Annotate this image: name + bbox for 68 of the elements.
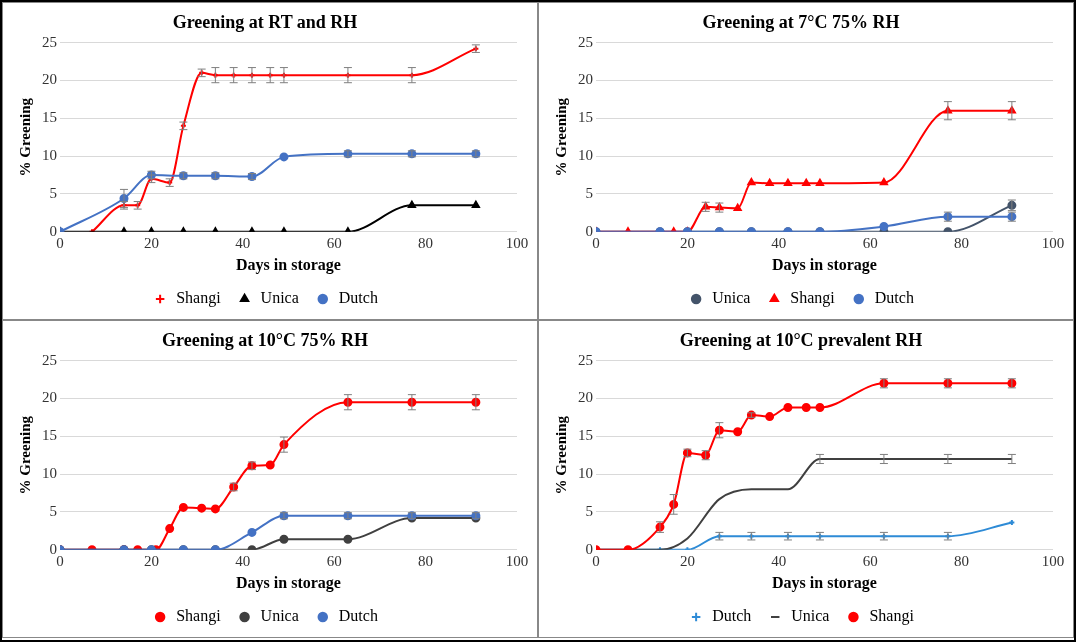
y-axis-title: % Greening (16, 415, 33, 495)
y-tick-label: 20 (42, 389, 57, 406)
x-tick-label: 20 (143, 552, 159, 569)
y-tick-label: 10 (578, 465, 593, 482)
y-tick-label: 10 (42, 147, 57, 164)
y-tick-label: 10 (42, 465, 57, 482)
y-tick-label: 0 (49, 222, 57, 239)
x-tick-label: 60 (326, 552, 342, 569)
x-tick-label: 60 (862, 552, 878, 569)
y-tick-label: 5 (49, 184, 57, 201)
legend-label: Unica (260, 289, 299, 307)
y-tick-label: 25 (578, 33, 593, 50)
y-tick-label: 15 (42, 427, 57, 444)
chart-title: Greening at 10°C prevalent RH (679, 330, 923, 351)
y-tick-label: 20 (42, 71, 57, 88)
legend-label: Shangi (176, 289, 222, 308)
x-tick-label: 60 (862, 234, 878, 251)
x-tick-label: 100 (1041, 552, 1065, 569)
y-tick-label: 0 (49, 540, 57, 557)
legend-label: Shangi (790, 289, 836, 308)
x-axis-title: Days in storage (236, 255, 341, 274)
x-tick-label: 80 (418, 234, 434, 251)
x-tick-label: 20 (679, 552, 695, 569)
legend-label: Unica (712, 289, 751, 307)
x-tick-label: 80 (954, 234, 970, 251)
x-tick-label: 100 (505, 234, 529, 251)
y-tick-label: 20 (578, 389, 593, 406)
y-tick-label: 10 (578, 147, 593, 164)
x-axis-title: Days in storage (772, 573, 877, 592)
legend-label: Unica (260, 607, 299, 625)
y-tick-label: 0 (585, 222, 593, 239)
y-tick-label: 25 (42, 351, 57, 368)
x-tick-label: 20 (679, 234, 695, 251)
x-tick-label: 20 (143, 234, 159, 251)
x-tick-label: 100 (1041, 234, 1065, 251)
legend-label: Dutch (338, 607, 378, 625)
x-tick-label: 60 (326, 234, 342, 251)
chart-title: Greening at RT and RH (172, 12, 358, 33)
legend-label: Shangi (176, 607, 222, 626)
y-tick-label: 20 (578, 71, 593, 88)
x-tick-label: 100 (505, 552, 529, 569)
y-tick-label: 5 (585, 184, 593, 201)
y-axis-title: % Greening (16, 97, 33, 177)
x-tick-label: 80 (418, 552, 434, 569)
legend-label: Shangi (869, 607, 915, 626)
x-tick-label: 40 (771, 552, 787, 569)
y-tick-label: 25 (42, 33, 57, 50)
chart-title: Greening at 7°C 75% RH (702, 12, 900, 33)
y-tick-label: 5 (585, 502, 593, 519)
y-tick-label: 15 (578, 109, 593, 126)
y-tick-label: 15 (578, 427, 593, 444)
y-tick-label: 15 (42, 109, 57, 126)
x-tick-label: 80 (954, 552, 970, 569)
legend-label: Dutch (874, 289, 914, 307)
x-axis-title: Days in storage (236, 573, 341, 592)
legend-label: Unica (791, 607, 830, 625)
x-tick-label: 40 (235, 552, 251, 569)
y-tick-label: 5 (49, 502, 57, 519)
x-tick-label: 40 (771, 234, 787, 251)
legend-label: Dutch (712, 607, 752, 625)
y-tick-label: 0 (585, 540, 593, 557)
y-tick-label: 25 (578, 351, 593, 368)
y-axis-title: % Greening (552, 415, 569, 495)
x-axis-title: Days in storage (772, 255, 877, 274)
legend-label: Dutch (338, 289, 378, 307)
y-axis-title: % Greening (552, 97, 569, 177)
chart-title: Greening at 10°C 75% RH (162, 330, 368, 351)
x-tick-label: 40 (235, 234, 251, 251)
